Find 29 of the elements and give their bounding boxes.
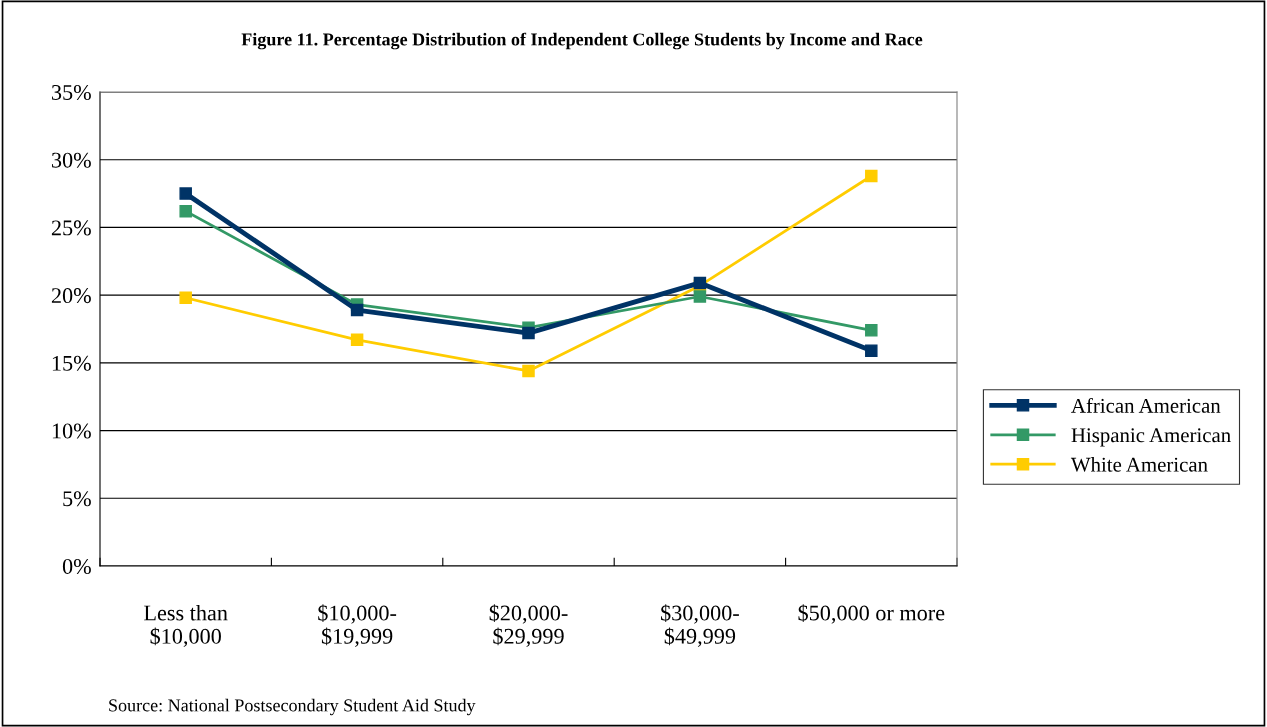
legend-label: African American (1071, 397, 1221, 413)
legend-label: White American (1070, 457, 1208, 472)
y-tick-label: 5% (63, 491, 91, 507)
point (693, 290, 707, 303)
y-tick-label: 0% (62, 558, 91, 574)
point (865, 344, 878, 357)
point (179, 204, 192, 218)
y-tick-label: 10% (52, 423, 91, 439)
point (350, 333, 364, 347)
y-tick-label: 35% (52, 84, 91, 100)
chart-title: Figure 11. Percentage Distribution of Independent College Students by Income and Race (241, 32, 923, 50)
point (865, 169, 878, 183)
legend-label: Hispanic American (1071, 428, 1231, 447)
x-tick-label: $50,000 or more (798, 604, 945, 624)
point (179, 187, 192, 200)
x-tick-label: $30,000- $49,999 (661, 604, 739, 647)
x-tick-label: Less than $10,000 (144, 604, 228, 647)
y-tick-label: 25% (51, 220, 91, 236)
x-tick-label: $10,000- $19,999 (318, 604, 397, 647)
point (865, 324, 878, 337)
point (179, 291, 192, 305)
point (522, 364, 535, 378)
source-note: Source: National Postsecondary Student Aid Study (109, 698, 476, 716)
x-tick-label: $20,000- $29,999 (489, 604, 568, 647)
y-tick-label: 15% (52, 355, 91, 371)
y-tick-label: 30% (52, 152, 91, 168)
point (522, 326, 535, 340)
point (350, 303, 364, 317)
y-tick-label: 20% (51, 288, 91, 304)
